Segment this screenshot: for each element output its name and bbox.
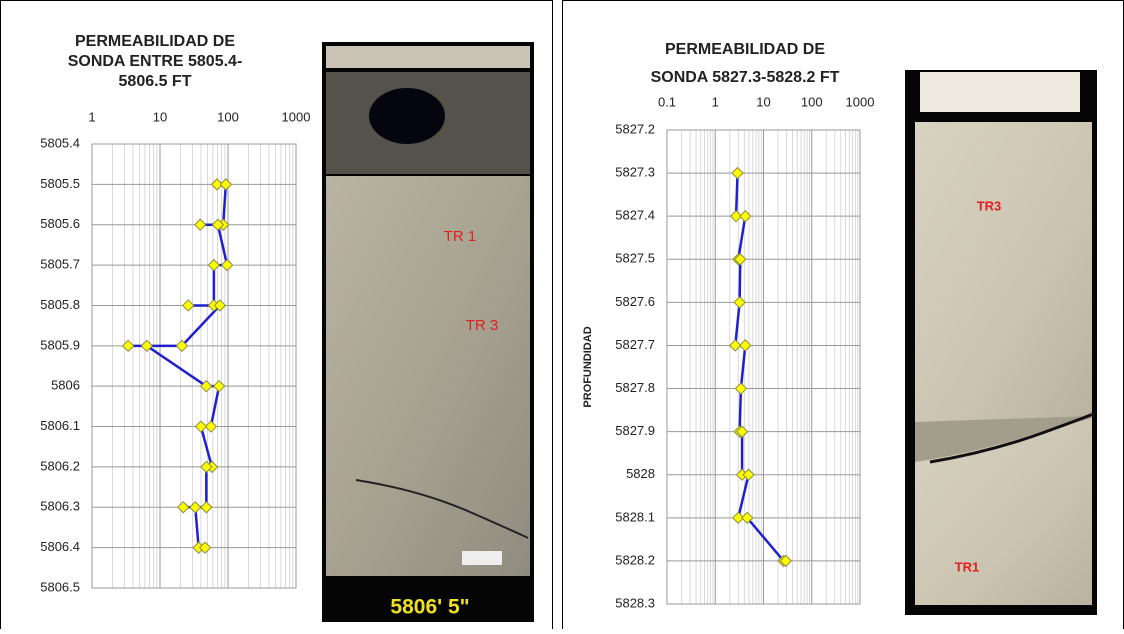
y-tick-label: 5828 — [626, 466, 655, 481]
y-tick-label: 5805.8 — [40, 297, 80, 312]
photo-annotation: 5806' 5" — [390, 596, 469, 619]
x-tick-label: 10 — [756, 94, 770, 109]
x-tick-label: 1 — [88, 109, 95, 124]
photo-annotation: TR 3 — [466, 317, 499, 334]
y-tick-label: 5805.5 — [40, 176, 80, 191]
data-point — [198, 541, 212, 554]
y-tick-label: 5827.5 — [615, 251, 655, 266]
y-tick-label: 5827.7 — [615, 337, 655, 352]
data-point — [732, 511, 745, 525]
y-tick-label: 5806.3 — [40, 499, 80, 514]
y-tick-label: 5827.6 — [615, 294, 655, 309]
core-photo — [905, 70, 1097, 615]
y-tick-label: 5806.4 — [40, 539, 80, 554]
data-point — [739, 339, 752, 352]
data-point — [729, 339, 742, 352]
data-point — [213, 299, 227, 312]
x-tick-label: 0.1 — [658, 94, 676, 109]
y-tick-label: 5827.9 — [615, 423, 655, 438]
data-point — [175, 339, 189, 353]
data-point — [210, 178, 224, 191]
data-point — [733, 296, 746, 309]
data-point — [735, 425, 749, 438]
photo-annotation: TR1 — [955, 559, 980, 574]
data-point — [220, 258, 234, 272]
chart-title: PERMEABILIDAD DE — [665, 41, 825, 58]
y-tick-label: 5828.1 — [615, 509, 655, 524]
data-point — [177, 501, 190, 514]
y-tick-label: 5827.4 — [615, 208, 655, 223]
y-tick-label: 5828.3 — [615, 595, 655, 610]
core-photo — [322, 42, 534, 622]
data-point — [211, 218, 225, 231]
data-point — [194, 420, 208, 433]
data-point — [779, 554, 793, 568]
x-tick-label: 100 — [801, 94, 823, 109]
panel-border — [0, 0, 553, 634]
data-point — [182, 299, 195, 312]
x-tick-label: 1 — [712, 94, 719, 109]
data-point — [207, 258, 221, 272]
data-point — [189, 501, 202, 514]
y-tick-label: 5827.2 — [615, 121, 655, 136]
data-point — [734, 382, 748, 395]
data-point — [742, 468, 755, 481]
data-point — [741, 511, 754, 525]
y-tick-label: 5805.4 — [40, 135, 80, 150]
y-tick-label: 5805.6 — [40, 216, 80, 231]
chart-title: 5806.5 FT — [119, 73, 192, 90]
y-tick-label: 5806.1 — [40, 418, 80, 433]
photo-annotation: TR 1 — [444, 228, 477, 245]
photo-annotation: TR3 — [977, 198, 1002, 213]
chart-title: SONDA ENTRE 5805.4- — [68, 53, 243, 70]
chart-title: PERMEABILIDAD DE — [75, 33, 235, 50]
y-tick-label: 5828.2 — [615, 552, 655, 567]
data-point — [200, 460, 213, 474]
y-tick-label: 5805.7 — [40, 257, 80, 272]
x-tick-label: 10 — [153, 109, 167, 124]
data-point — [729, 209, 743, 223]
data-point — [121, 339, 135, 353]
x-tick-label: 100 — [217, 109, 239, 124]
y-tick-label: 5827.3 — [615, 165, 655, 180]
data-point — [739, 209, 752, 223]
data-point — [734, 253, 747, 266]
data-point — [193, 218, 207, 231]
chart-title: SONDA 5827.3-5828.2 FT — [651, 69, 840, 86]
y-tick-label: 5806 — [51, 378, 80, 393]
y-tick-label: 5806.2 — [40, 458, 80, 473]
data-point — [219, 178, 233, 191]
data-point — [200, 379, 213, 393]
plot-area — [91, 143, 297, 589]
y-axis-label: PROFUNDIDAD — [582, 326, 594, 407]
data-point — [200, 501, 213, 514]
data-point — [204, 420, 218, 433]
y-tick-label: 5805.9 — [40, 337, 80, 352]
y-tick-label: 5827.8 — [615, 380, 655, 395]
data-point — [731, 166, 744, 180]
data-point — [140, 339, 154, 353]
data-point — [212, 379, 226, 393]
y-tick-label: 5806.5 — [40, 579, 80, 594]
x-tick-label: 1000 — [282, 109, 311, 124]
x-tick-label: 1000 — [846, 94, 875, 109]
